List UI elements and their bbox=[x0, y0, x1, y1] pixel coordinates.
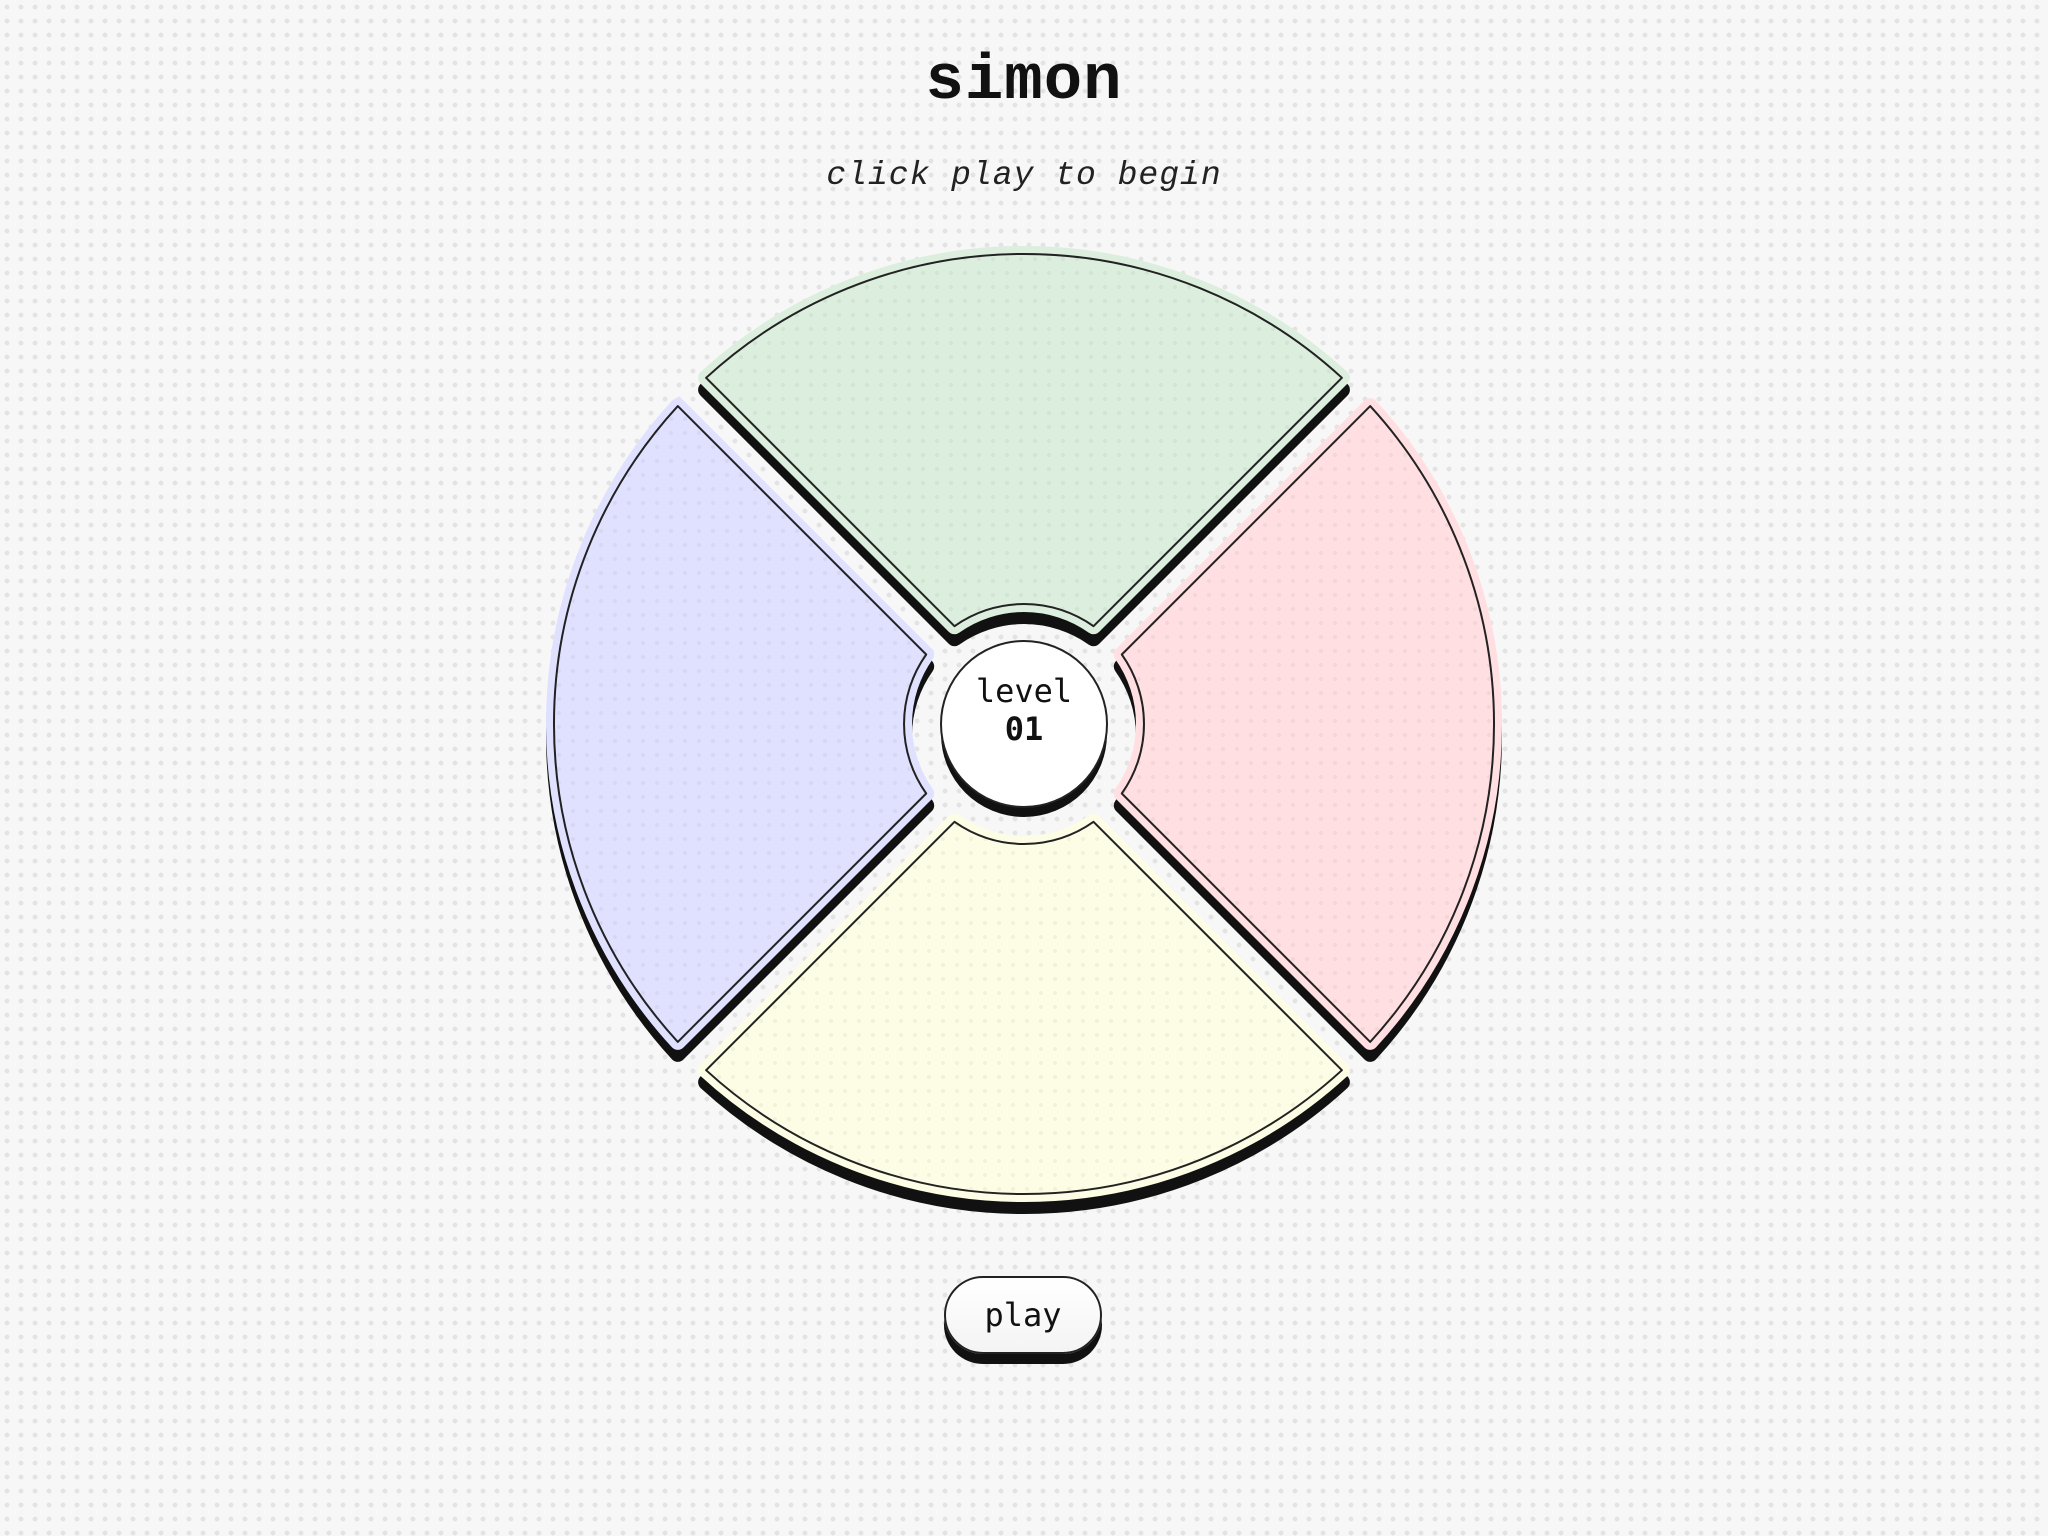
green-quadrant-button[interactable] bbox=[698, 246, 1350, 647]
red-quadrant-outline bbox=[1120, 405, 1495, 1043]
game-status-message: click play to begin bbox=[826, 157, 1222, 194]
yellow-quadrant-button[interactable] bbox=[698, 813, 1350, 1214]
game-title: simon bbox=[925, 46, 1123, 118]
blue-quadrant-button[interactable] bbox=[546, 398, 935, 1062]
simon-board: level 01 bbox=[524, 224, 1524, 1224]
red-quadrant-button[interactable] bbox=[1113, 398, 1502, 1062]
center-hub bbox=[940, 640, 1108, 808]
yellow-quadrant-outline bbox=[705, 820, 1343, 1195]
green-quadrant-outline bbox=[705, 253, 1343, 628]
blue-quadrant-outline bbox=[553, 405, 928, 1043]
play-button[interactable]: play bbox=[944, 1276, 1102, 1354]
